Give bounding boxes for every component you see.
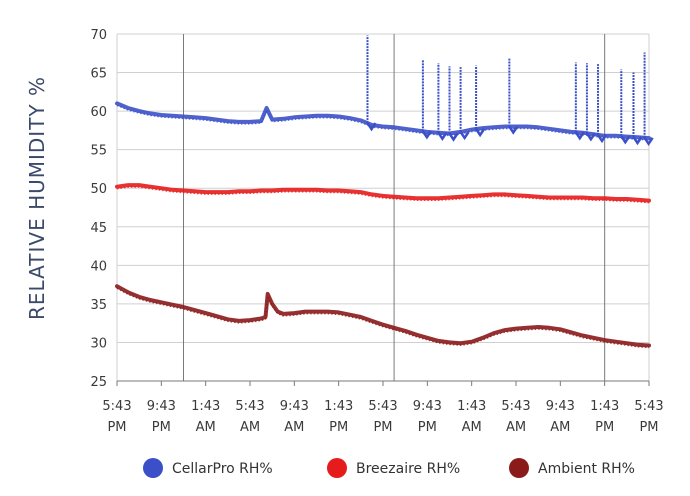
cellarpro-rh-spike-dip: [620, 135, 631, 145]
y-tick-label-40: 40: [90, 259, 107, 274]
x-tick-label-ampm: PM: [107, 420, 126, 435]
y-tick-label-70: 70: [90, 28, 107, 43]
legend-label-ambient-rh: Ambient RH%: [538, 461, 635, 477]
x-tick-label-time: 5:43: [235, 399, 264, 414]
x-tick-label-ampm: PM: [595, 420, 614, 435]
x-tick-label-time: 9:43: [280, 399, 309, 414]
series-layer: [115, 35, 654, 349]
y-tick-label-60: 60: [90, 105, 107, 120]
cellarpro-rh-spike-dip: [632, 136, 643, 146]
x-tick-label-time: 5:43: [102, 399, 131, 414]
x-tick-label-ampm: PM: [373, 420, 392, 435]
legend-swatch-cellarpro-rh: [143, 458, 163, 478]
cellarpro-rh-spike-dip: [366, 122, 377, 132]
cellarpro-rh-spike-dip: [508, 125, 519, 135]
cellarpro-rh-spike-dip: [459, 131, 470, 141]
cellarpro-rh-spike-dip: [437, 132, 448, 141]
grid-layer: [116, 33, 650, 382]
y-tick-label-30: 30: [90, 336, 107, 351]
cellarpro-rh-spike-dip: [643, 137, 654, 147]
y-tick-label-50: 50: [90, 182, 107, 197]
x-tick-label-time: 1:43: [191, 399, 220, 414]
x-tick-label-time: 5:43: [368, 399, 397, 414]
x-tick-label-time: 1:43: [457, 399, 486, 414]
y-tick-label-55: 55: [90, 144, 107, 159]
x-tick-label-time: 5:43: [634, 399, 663, 414]
legend-swatch-breezaire-rh: [327, 458, 347, 478]
cellarpro-rh-spike-dip: [421, 130, 432, 140]
ambient-rh-line: [115, 284, 651, 348]
x-tick-label-ampm: AM: [284, 420, 304, 435]
breezaire-rh-line-noise: [116, 186, 650, 204]
cellarpro-rh-line: [115, 101, 651, 141]
legend-swatch-ambient-rh: [509, 458, 529, 478]
y-tick-label-65: 65: [90, 67, 107, 82]
cellarpro-rh-line-noise: [116, 104, 650, 141]
y-tick-label-45: 45: [90, 221, 107, 236]
legend-label-cellarpro-rh: CellarPro RH%: [172, 461, 273, 477]
y-tick-label-25: 25: [90, 375, 107, 390]
legend: CellarPro RH% Breezaire RH% Ambient RH%: [143, 458, 635, 478]
x-tick-label-ampm: AM: [506, 420, 526, 435]
x-tick-label-time: 9:43: [147, 399, 176, 414]
cellarpro-rh-spike-dip: [448, 132, 459, 142]
x-tick-label-ampm: AM: [462, 420, 482, 435]
x-tick-label-ampm: AM: [550, 420, 570, 435]
axis-layer: 25 30 35 40 45 50 55 60 65 70 5:43 PM 9:43 PM 1:43 AM 5:…: [90, 28, 663, 435]
x-tick-label-ampm: PM: [329, 420, 348, 435]
cellarpro-rh-spike-dip: [574, 131, 585, 141]
cellarpro-rh-spike-dip: [475, 128, 486, 138]
x-tick-label-time: 5:43: [501, 399, 530, 414]
x-tick-label-ampm: AM: [240, 420, 260, 435]
breezaire-rh-line: [115, 183, 651, 203]
x-tick-label-ampm: PM: [418, 420, 437, 435]
x-tick-label-time: 1:43: [324, 399, 353, 414]
x-tick-label-time: 9:43: [413, 399, 442, 414]
cellarpro-rh-spike-dip: [585, 132, 596, 142]
x-tick-label-time: 1:43: [590, 399, 619, 414]
cellarpro-rh-spike-dip: [596, 134, 608, 144]
x-tick-label-ampm: PM: [152, 420, 171, 435]
legend-label-breezaire-rh: Breezaire RH%: [356, 461, 460, 477]
y-tick-label-35: 35: [90, 298, 107, 313]
y-axis-title: RELATIVE HUMIDITY %: [25, 76, 49, 320]
ambient-rh-line-noise: [116, 287, 650, 349]
x-tick-label-ampm: AM: [196, 420, 216, 435]
x-tick-label-ampm: PM: [639, 420, 658, 435]
x-tick-label-time: 9:43: [546, 399, 575, 414]
